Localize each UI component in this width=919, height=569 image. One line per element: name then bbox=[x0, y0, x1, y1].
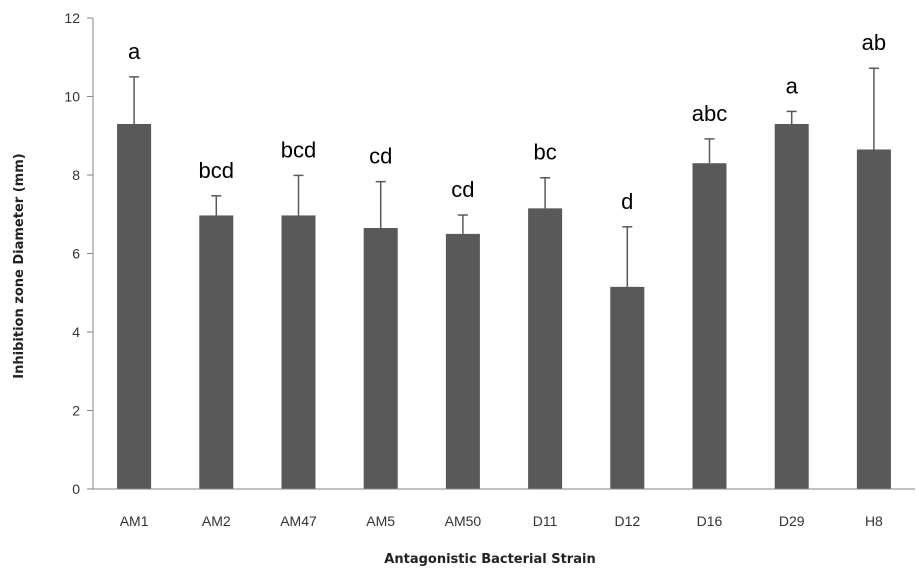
x-tick-label: AM5 bbox=[366, 513, 395, 529]
bar bbox=[774, 123, 809, 489]
bar bbox=[856, 149, 891, 490]
x-tick-label: D12 bbox=[614, 513, 640, 529]
bar bbox=[363, 227, 398, 490]
significance-label: cd bbox=[451, 177, 474, 202]
plot-area: 0 2 4 6 8 10 12 a AM1 bcd AM2 bcd AM47 cd AM5 cd AM50 bc D… bbox=[64, 10, 915, 529]
x-tick-label: D29 bbox=[779, 513, 805, 529]
significance-label: d bbox=[621, 189, 633, 214]
y-tick-label: 8 bbox=[72, 167, 80, 183]
significance-label: bc bbox=[533, 140, 556, 165]
x-tick-label: AM2 bbox=[202, 513, 231, 529]
y-tick-label: 4 bbox=[72, 324, 80, 340]
x-axis-title: Antagonistic Bacterial Strain bbox=[384, 552, 595, 567]
x-tick-label: H8 bbox=[865, 513, 883, 529]
y-tick-label: 6 bbox=[72, 246, 80, 262]
y-axis-title: Inhibition zone Diameter (mm) bbox=[12, 153, 27, 378]
bar bbox=[117, 123, 152, 489]
x-tick-label: AM47 bbox=[280, 513, 317, 529]
significance-label: abc bbox=[692, 101, 727, 126]
x-tick-label: D11 bbox=[533, 513, 558, 529]
x-tick-label: AM50 bbox=[445, 513, 482, 529]
bar bbox=[528, 208, 563, 490]
y-tick-label: 10 bbox=[64, 89, 80, 105]
x-tick-label: AM1 bbox=[120, 513, 149, 529]
significance-label: bcd bbox=[199, 158, 234, 183]
bar bbox=[199, 215, 234, 490]
significance-label: a bbox=[128, 39, 141, 64]
x-tick-label: D16 bbox=[697, 513, 723, 529]
bar bbox=[281, 215, 316, 490]
significance-label: bcd bbox=[281, 137, 316, 162]
significance-label: ab bbox=[862, 30, 886, 55]
y-tick-label: 12 bbox=[64, 10, 80, 26]
bar bbox=[610, 286, 645, 489]
y-tick-label: 2 bbox=[72, 403, 80, 419]
y-tick-label: 0 bbox=[72, 481, 80, 497]
bar bbox=[445, 233, 480, 489]
significance-label: a bbox=[786, 73, 799, 98]
bar bbox=[692, 163, 727, 489]
significance-label: cd bbox=[369, 144, 392, 169]
